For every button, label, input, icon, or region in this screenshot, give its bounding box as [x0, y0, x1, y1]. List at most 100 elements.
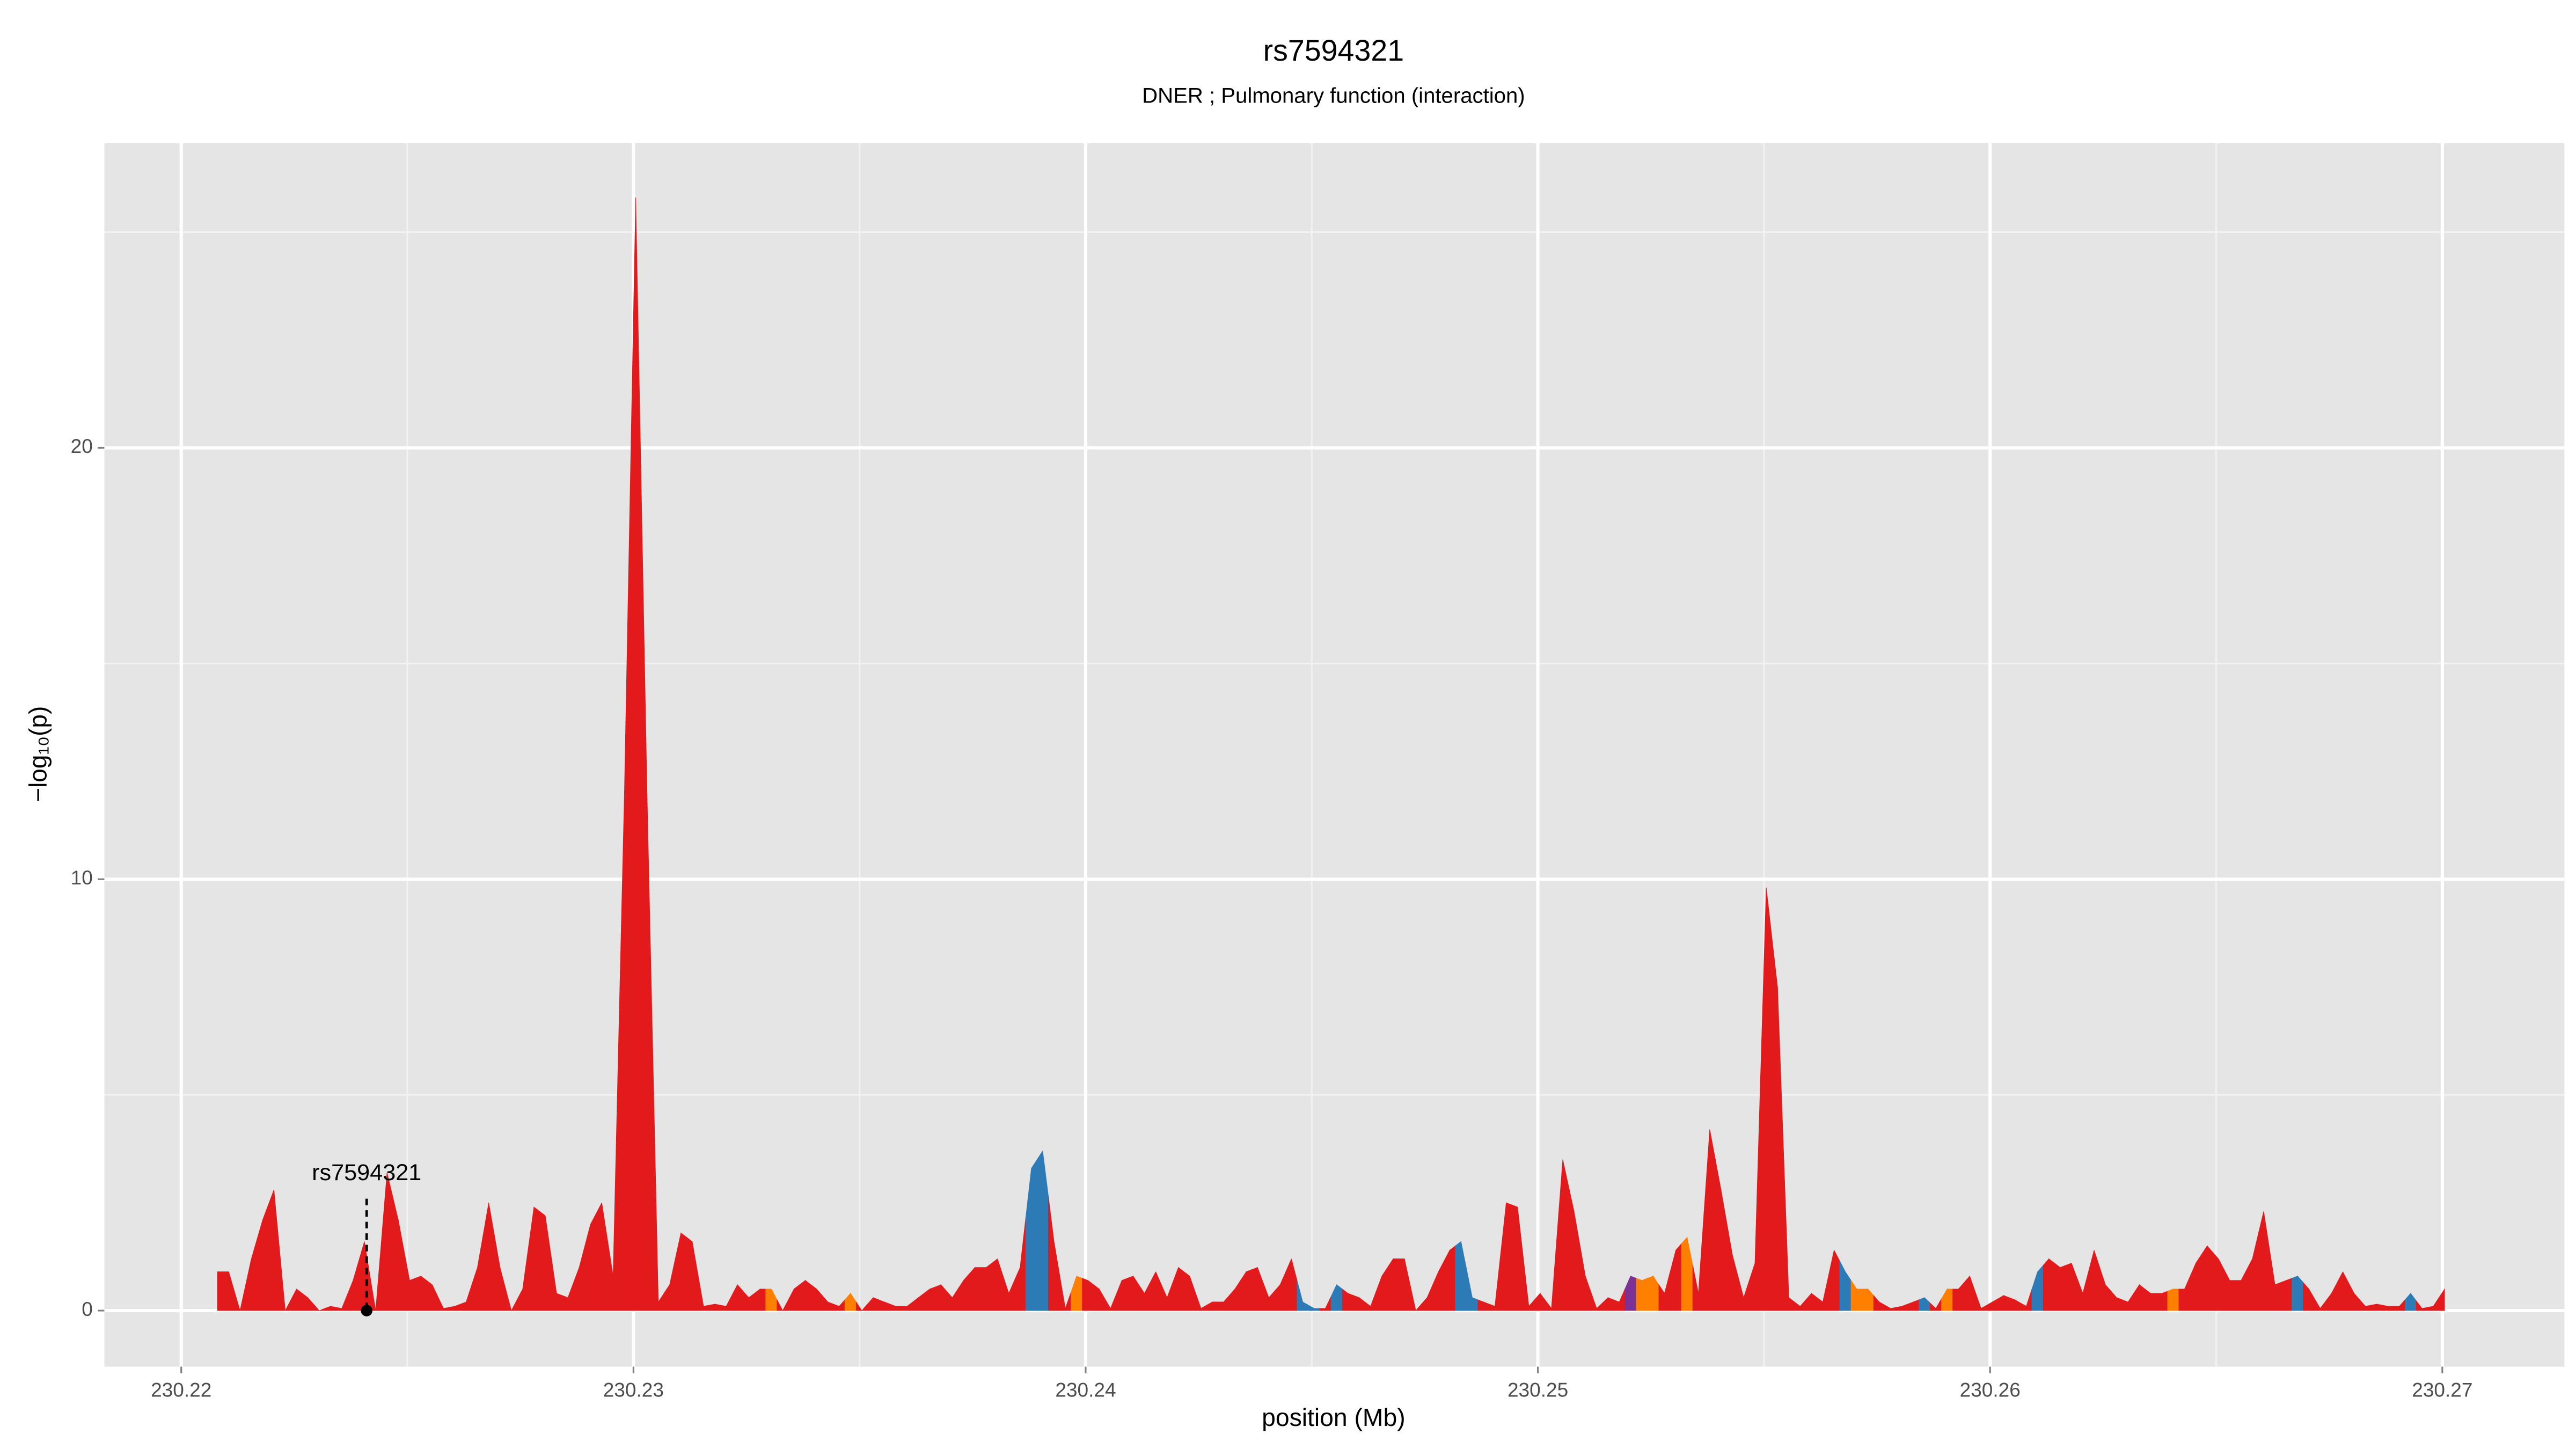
annotations: rs7594321 — [312, 1160, 421, 1316]
area-segment — [969, 1267, 976, 1311]
area-segment — [1636, 1278, 1642, 1311]
x-tick-label: 230.22 — [151, 1379, 211, 1401]
x-tick-label: 230.24 — [1055, 1379, 1116, 1401]
area-segment — [262, 1204, 269, 1311]
area-segment — [2229, 1280, 2236, 1311]
area-segment — [1036, 1150, 1043, 1311]
area-segment — [2009, 1297, 2016, 1311]
area-segment — [680, 1232, 687, 1311]
area-segment — [709, 1304, 715, 1311]
area-segment — [1031, 1159, 1037, 1311]
area-segment — [935, 1284, 941, 1311]
area-segment — [2161, 1291, 2168, 1311]
area-segment — [2393, 1306, 2400, 1311]
x-tick-label: 230.27 — [2412, 1379, 2472, 1401]
area-segment — [2439, 1288, 2445, 1311]
y-tick-label: 0 — [82, 1298, 93, 1320]
area-segment — [1314, 1308, 1320, 1311]
area-segment — [2043, 1258, 2050, 1311]
area-segment — [2065, 1263, 2072, 1311]
area-segment — [2060, 1265, 2066, 1311]
area-segment — [223, 1271, 229, 1311]
area-segment — [505, 1289, 512, 1311]
chart-title: rs7594321 — [1263, 34, 1404, 67]
area-segment — [2003, 1295, 2010, 1311]
area-segment — [556, 1293, 563, 1311]
area-segment — [1444, 1250, 1450, 1311]
area-segment — [1964, 1275, 1970, 1311]
x-tick-label: 230.23 — [603, 1379, 664, 1401]
area-segment — [2365, 1305, 2372, 1311]
y-tick-label: 20 — [71, 435, 93, 457]
area-segment — [1455, 1241, 1461, 1311]
area-segment — [1862, 1289, 1869, 1311]
area-segment — [217, 1271, 224, 1311]
area-segment — [426, 1279, 433, 1311]
area-segment — [986, 1262, 992, 1311]
area-segment — [1353, 1295, 1360, 1311]
area-segment — [929, 1286, 936, 1311]
area-segment — [879, 1299, 885, 1311]
area-segment — [1121, 1278, 1128, 1311]
area-segment — [2048, 1258, 2055, 1311]
area-segment — [1766, 888, 1773, 1311]
area-segment — [234, 1291, 240, 1311]
area-segment — [1641, 1278, 1648, 1311]
area-segment — [980, 1267, 987, 1311]
area-segment — [873, 1297, 879, 1311]
area-segment — [777, 1299, 784, 1311]
area-marks — [217, 197, 2445, 1311]
area-segment — [2212, 1252, 2219, 1311]
area-segment — [2167, 1289, 2174, 1311]
area-segment — [1127, 1276, 1133, 1311]
area-segment — [1630, 1276, 1637, 1311]
area-segment — [2376, 1304, 2383, 1311]
area-segment — [2370, 1304, 2377, 1311]
area-segment — [895, 1306, 902, 1311]
area-segment — [1647, 1276, 1653, 1311]
area-segment — [1613, 1299, 1620, 1311]
area-segment — [386, 1172, 393, 1311]
area-segment — [703, 1305, 709, 1311]
annotation-label: rs7594321 — [312, 1160, 421, 1185]
area-segment — [2274, 1282, 2281, 1311]
area-segment — [714, 1304, 721, 1311]
area-segment — [805, 1279, 811, 1311]
area-segment — [1946, 1289, 1953, 1311]
area-segment — [1449, 1245, 1456, 1311]
area-segment — [1919, 1297, 1925, 1311]
area-segment — [2280, 1280, 2287, 1311]
area-segment — [313, 1303, 320, 1311]
area-segment — [590, 1213, 597, 1311]
area-segment — [975, 1267, 981, 1311]
area-segment — [2207, 1245, 2213, 1311]
area-segment — [2054, 1262, 2061, 1311]
area-segment — [409, 1278, 416, 1311]
area-segment — [1856, 1289, 1863, 1311]
area-segment — [2297, 1275, 2304, 1311]
area-segment — [1511, 1204, 1518, 1311]
y-tick-label: 10 — [71, 867, 93, 889]
area-segment — [2196, 1254, 2202, 1311]
area-segment — [562, 1295, 568, 1311]
area-segment — [2292, 1276, 2298, 1311]
area-segment — [1952, 1289, 1959, 1311]
area-segment — [1506, 1202, 1512, 1311]
area-segment — [2235, 1280, 2242, 1311]
area-segment — [1212, 1301, 1218, 1311]
area-segment — [1093, 1284, 1100, 1311]
area-segment — [794, 1284, 800, 1311]
area-segment — [2201, 1245, 2208, 1311]
area-segment — [2173, 1289, 2179, 1311]
area-segment — [1336, 1284, 1343, 1311]
area-segment — [370, 1276, 376, 1311]
area-segment — [2139, 1284, 2146, 1311]
area-segment — [901, 1306, 908, 1311]
area-segment — [2116, 1297, 2123, 1311]
area-segment — [2178, 1289, 2185, 1311]
area-segment — [1246, 1269, 1253, 1311]
plot-panel — [104, 143, 2565, 1367]
annotation-point — [361, 1305, 373, 1316]
area-segment — [420, 1275, 427, 1311]
